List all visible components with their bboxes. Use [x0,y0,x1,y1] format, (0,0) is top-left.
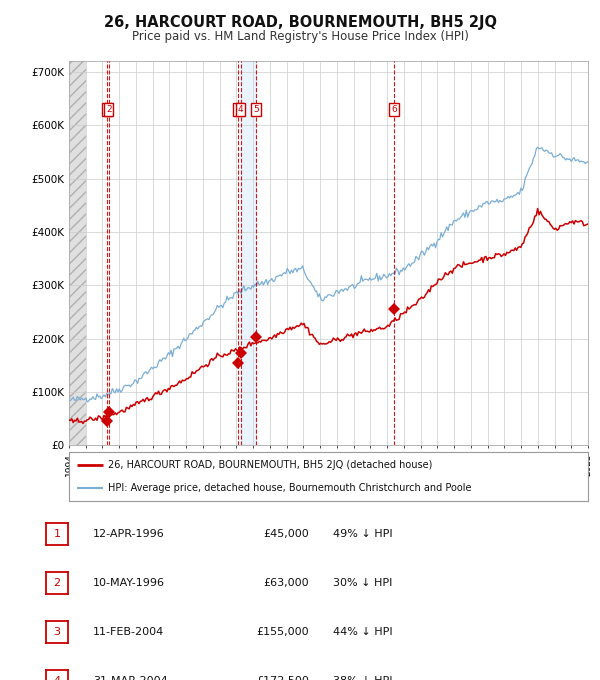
Text: 4: 4 [53,676,61,680]
Text: 5: 5 [253,105,259,114]
Text: 4: 4 [238,105,244,114]
Text: 10-MAY-1996: 10-MAY-1996 [93,578,165,588]
Text: 49% ↓ HPI: 49% ↓ HPI [333,529,392,539]
Text: 12-APR-1996: 12-APR-1996 [93,529,165,539]
Text: 30% ↓ HPI: 30% ↓ HPI [333,578,392,588]
Text: 1: 1 [53,529,61,539]
Text: £63,000: £63,000 [263,578,309,588]
Text: 44% ↓ HPI: 44% ↓ HPI [333,627,392,636]
Text: 11-FEB-2004: 11-FEB-2004 [93,627,164,636]
Text: 1: 1 [104,105,110,114]
Text: 31-MAR-2004: 31-MAR-2004 [93,676,168,680]
Text: 26, HARCOURT ROAD, BOURNEMOUTH, BH5 2JQ (detached house): 26, HARCOURT ROAD, BOURNEMOUTH, BH5 2JQ … [108,460,432,471]
Text: 2: 2 [106,105,112,114]
Text: HPI: Average price, detached house, Bournemouth Christchurch and Poole: HPI: Average price, detached house, Bour… [108,483,472,493]
Text: 38% ↓ HPI: 38% ↓ HPI [333,676,392,680]
Text: Price paid vs. HM Land Registry's House Price Index (HPI): Price paid vs. HM Land Registry's House … [131,30,469,43]
Text: 3: 3 [235,105,241,114]
Text: 26, HARCOURT ROAD, BOURNEMOUTH, BH5 2JQ: 26, HARCOURT ROAD, BOURNEMOUTH, BH5 2JQ [104,15,497,30]
Text: 3: 3 [53,627,61,636]
Text: £155,000: £155,000 [256,627,309,636]
Text: 6: 6 [391,105,397,114]
Text: 2: 2 [53,578,61,588]
Bar [241,61,256,445]
Text: £45,000: £45,000 [263,529,309,539]
Text: £172,500: £172,500 [256,676,309,680]
